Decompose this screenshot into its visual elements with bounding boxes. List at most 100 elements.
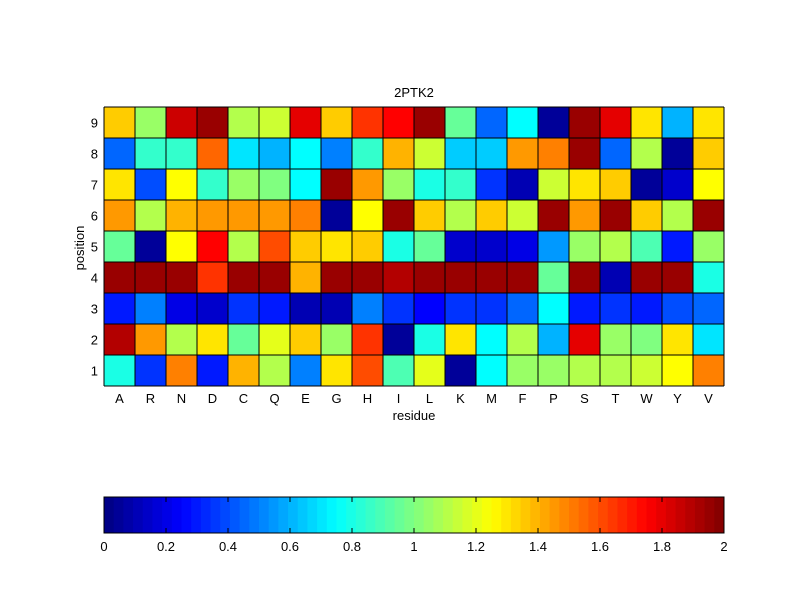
colorbar-segment (317, 497, 328, 533)
colorbar-segment (278, 497, 289, 533)
y-tick-label: 6 (91, 209, 98, 224)
y-tick-labels: 1 2 3 4 5 6 7 8 9 (91, 116, 98, 379)
heatmap-cell-G-6 (321, 200, 352, 231)
colorbar-tick-label: 1.2 (467, 539, 485, 554)
colorbar-segment (259, 497, 270, 533)
heatmap-cell-M-9 (476, 107, 507, 138)
y-tick-label: 8 (91, 147, 98, 162)
heatmap-cell-R-6 (135, 200, 166, 231)
colorbar-segment (607, 497, 618, 533)
colorbar-segment (355, 497, 367, 533)
heatmap-cell-Q-2 (259, 324, 290, 355)
colorbar-tick-label: 0.6 (281, 539, 299, 554)
x-tick-label: Q (269, 391, 279, 406)
heatmap-cell-G-5 (321, 231, 352, 262)
heatmap-cell-H-3 (352, 293, 383, 324)
heatmap-cell-T-9 (600, 107, 631, 138)
colorbar-segment (433, 497, 444, 533)
heatmap-cell-R-3 (135, 293, 166, 324)
heatmap-cell-N-7 (166, 169, 197, 200)
x-tick-label: V (704, 391, 713, 406)
heatmap-cell-A-3 (104, 293, 135, 324)
heatmap-cell-Y-3 (662, 293, 693, 324)
colorbar-segment (472, 497, 483, 533)
heatmap-cell-R-9 (135, 107, 166, 138)
heatmap-cell-Q-1 (259, 355, 290, 386)
heatmap-grid (103, 106, 725, 387)
heatmap-cell-Q-8 (259, 138, 290, 169)
colorbar-segment (104, 497, 115, 533)
heatmap-cell-K-6 (445, 200, 476, 231)
heatmap-cell-E-4 (290, 262, 321, 293)
heatmap-cell-Q-9 (259, 107, 290, 138)
colorbar-segment (549, 497, 560, 533)
heatmap-cell-W-7 (631, 169, 662, 200)
heatmap-cell-F-5 (507, 231, 538, 262)
colorbar-segment (307, 497, 318, 533)
colorbar-segment (365, 497, 376, 533)
heatmap-cell-V-1 (693, 355, 724, 386)
colorbar-segment (191, 497, 202, 533)
x-tick-label: C (239, 391, 248, 406)
heatmap-cell-N-4 (166, 262, 197, 293)
heatmap-cell-I-2 (383, 324, 414, 355)
heatmap-cell-I-1 (383, 355, 414, 386)
heatmap-cell-L-6 (414, 200, 445, 231)
colorbar-segment (617, 497, 628, 533)
colorbar-segment (636, 497, 647, 533)
heatmap-cell-S-5 (569, 231, 600, 262)
heatmap-cell-W-1 (631, 355, 662, 386)
heatmap-cell-F-1 (507, 355, 538, 386)
colorbar-segment (288, 497, 299, 533)
colorbar-segment (268, 497, 279, 533)
x-tick-label: A (115, 391, 124, 406)
heatmap-cell-P-9 (538, 107, 569, 138)
heatmap-cell-M-1 (476, 355, 507, 386)
heatmap-cell-K-7 (445, 169, 476, 200)
colorbar-segment (714, 497, 725, 533)
heatmap-cell-A-9 (104, 107, 135, 138)
colorbar-segment (423, 497, 434, 533)
heatmap-cell-I-4 (383, 262, 414, 293)
heatmap-cell-H-1 (352, 355, 383, 386)
heatmap-cell-W-9 (631, 107, 662, 138)
heatmap-cell-T-2 (600, 324, 631, 355)
heatmap-cell-P-1 (538, 355, 569, 386)
x-tick-label: R (146, 391, 155, 406)
heatmap-cell-T-1 (600, 355, 631, 386)
y-tick-label: 9 (91, 116, 98, 131)
heatmap-cell-V-7 (693, 169, 724, 200)
heatmap-cell-H-5 (352, 231, 383, 262)
x-tick-label: I (397, 391, 401, 406)
heatmap-cell-A-6 (104, 200, 135, 231)
heatmap-cell-V-9 (693, 107, 724, 138)
heatmap-cell-P-5 (538, 231, 569, 262)
colorbar-segment (210, 497, 221, 533)
colorbar-tick-label: 0 (100, 539, 107, 554)
heatmap-cell-E-1 (290, 355, 321, 386)
heatmap-cell-Y-8 (662, 138, 693, 169)
colorbar-segment (171, 497, 182, 533)
colorbar-tick-label: 1.6 (591, 539, 609, 554)
heatmap-cell-C-8 (228, 138, 259, 169)
heatmap-cell-G-8 (321, 138, 352, 169)
heatmap-cell-T-3 (600, 293, 631, 324)
heatmap-cell-C-6 (228, 200, 259, 231)
heatmap-cell-S-1 (569, 355, 600, 386)
colorbar-tick-label: 0.2 (157, 539, 175, 554)
heatmap-cell-G-3 (321, 293, 352, 324)
heatmap-cell-P-6 (538, 200, 569, 231)
colorbar-segment (462, 497, 473, 533)
heatmap-cell-N-5 (166, 231, 197, 262)
colorbar-segment (229, 497, 241, 533)
y-axis-label: position (72, 226, 87, 271)
heatmap-cell-Q-6 (259, 200, 290, 231)
heatmap-cell-D-2 (197, 324, 228, 355)
colorbar-segment (481, 497, 492, 533)
colorbar-segment (326, 497, 337, 533)
colorbar-segment (520, 497, 531, 533)
heatmap-cell-R-1 (135, 355, 166, 386)
heatmap-cell-F-7 (507, 169, 538, 200)
heatmap-cell-M-6 (476, 200, 507, 231)
colorbar-tick-label: 1.4 (529, 539, 547, 554)
